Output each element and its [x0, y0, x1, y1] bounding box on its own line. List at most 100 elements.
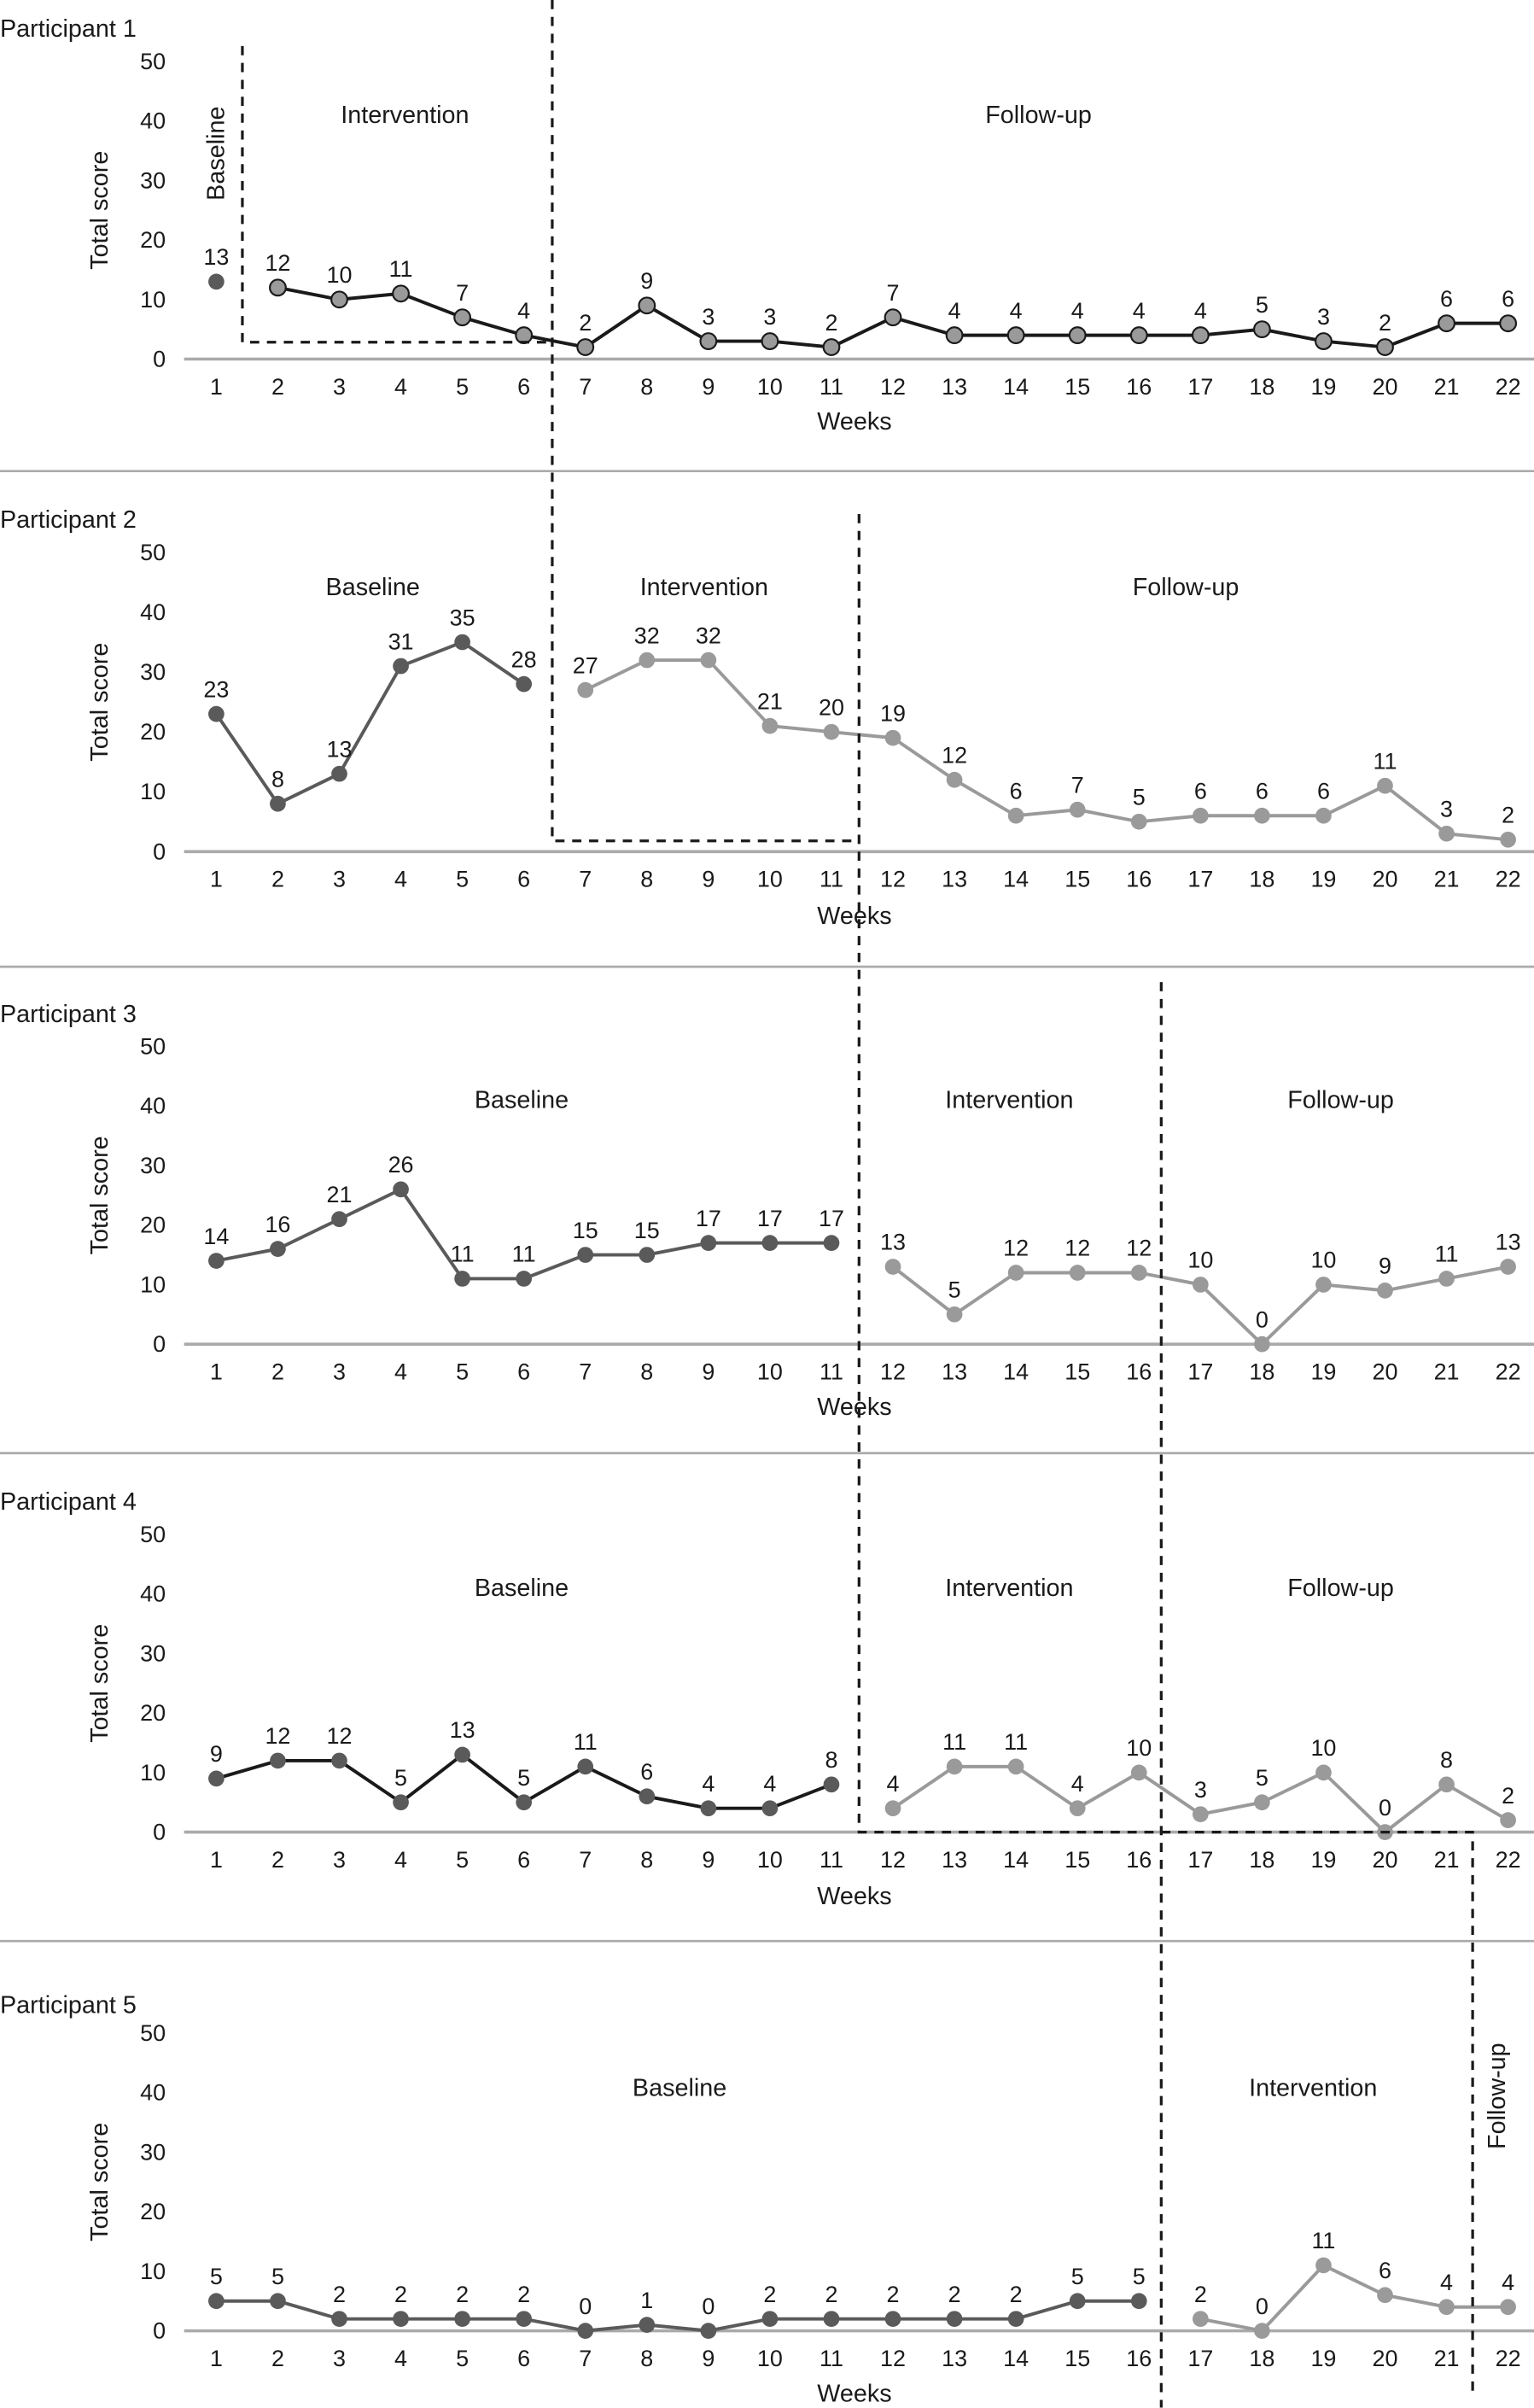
x-tick-label: 16 [1126, 2346, 1152, 2371]
y-axis-label: Total score [86, 643, 114, 762]
panel-title: Participant 4 [0, 1488, 137, 1516]
data-label: 11 [942, 1729, 966, 1755]
data-point [208, 273, 225, 290]
x-tick-label: 15 [1064, 374, 1090, 400]
x-tick-label: 5 [456, 1359, 469, 1384]
data-point [576, 338, 595, 356]
data-point [884, 1259, 901, 1275]
data-label: 6 [1502, 286, 1514, 312]
x-tick-label: 19 [1310, 1359, 1336, 1384]
y-tick-label: 0 [153, 1820, 166, 1845]
data-label: 6 [640, 1759, 653, 1785]
data-label: 13 [203, 244, 229, 270]
x-tick-label: 20 [1373, 1359, 1398, 1384]
phase-label: Follow-up [1287, 1575, 1394, 1602]
data-point [639, 1247, 656, 1263]
data-point [392, 284, 410, 303]
data-point [946, 1306, 963, 1323]
x-tick-label: 4 [394, 1359, 407, 1384]
data-label: 4 [763, 1771, 776, 1797]
x-tick-label: 22 [1496, 374, 1521, 400]
data-point [761, 1235, 779, 1251]
data-point [393, 1794, 409, 1811]
x-tick-label: 6 [517, 2346, 530, 2371]
y-tick-label: 10 [140, 287, 166, 313]
data-point [1376, 338, 1394, 356]
x-tick-label: 13 [942, 867, 967, 892]
data-label: 9 [640, 268, 653, 294]
data-label: 2 [825, 310, 837, 336]
data-point [761, 332, 779, 350]
data-label: 2 [333, 2282, 346, 2307]
data-label: 10 [1310, 1735, 1336, 1761]
data-label: 4 [1071, 1771, 1084, 1797]
data-label: 12 [265, 1723, 290, 1749]
data-point [1192, 807, 1209, 824]
data-point [1007, 1265, 1024, 1281]
data-point [454, 1271, 470, 1287]
x-tick-label: 15 [1064, 1359, 1090, 1384]
x-tick-label: 3 [333, 1847, 346, 1873]
data-point [270, 2293, 286, 2310]
x-tick-label: 2 [271, 374, 284, 400]
y-tick-label: 50 [140, 1522, 166, 1547]
x-tick-label: 7 [579, 374, 592, 400]
x-axis-label: Weeks [817, 2380, 891, 2407]
series-line [214, 640, 525, 806]
data-point [516, 1794, 533, 1811]
x-tick-label: 12 [880, 2346, 906, 2371]
y-tick-label: 50 [140, 540, 166, 565]
data-label: 32 [634, 622, 660, 648]
data-label: 13 [327, 736, 353, 762]
x-tick-label: 3 [333, 1359, 346, 1384]
data-point [1130, 1764, 1147, 1781]
data-point [884, 308, 902, 327]
data-point [331, 1752, 347, 1769]
data-label: 14 [203, 1224, 229, 1249]
x-tick-label: 5 [456, 2346, 469, 2371]
data-point [1315, 2257, 1332, 2274]
data-point [1252, 320, 1271, 339]
data-point [1192, 1806, 1209, 1823]
data-point [823, 2311, 840, 2328]
y-tick-label: 40 [140, 2080, 166, 2106]
x-tick-label: 22 [1496, 1359, 1521, 1384]
x-tick-label: 13 [942, 2346, 967, 2371]
x-tick-label: 7 [579, 2346, 592, 2371]
x-tick-label: 13 [942, 1359, 967, 1384]
data-label: 12 [265, 250, 290, 276]
phase-label: Baseline [202, 107, 230, 201]
data-label: 10 [327, 262, 353, 288]
data-point [393, 658, 409, 675]
data-point [453, 308, 472, 327]
x-tick-label: 20 [1373, 867, 1398, 892]
x-axis-label: Weeks [817, 1394, 891, 1421]
data-point [577, 1758, 594, 1775]
phase-label: Baseline [475, 1575, 569, 1602]
x-tick-label: 3 [333, 374, 346, 400]
y-tick-label: 30 [140, 1640, 166, 1666]
y-tick-label: 10 [140, 1760, 166, 1786]
data-label: 6 [1194, 779, 1207, 804]
x-tick-label: 16 [1126, 374, 1152, 400]
y-tick-label: 30 [140, 2139, 166, 2165]
series-line [584, 658, 1508, 842]
phase-label: Baseline [475, 1086, 569, 1113]
y-axis-label: Total score [86, 2123, 114, 2241]
data-label: 26 [388, 1152, 414, 1178]
data-label: 8 [1440, 1747, 1453, 1773]
data-point [1192, 2311, 1209, 2328]
data-point [1192, 1277, 1209, 1293]
data-label: 4 [948, 298, 961, 324]
data-label: 15 [573, 1218, 598, 1243]
data-point [1254, 2323, 1270, 2339]
x-tick-label: 7 [579, 1359, 592, 1384]
x-tick-label: 21 [1434, 374, 1460, 400]
data-label: 6 [1010, 779, 1023, 804]
data-point [700, 652, 717, 669]
x-tick-label: 4 [394, 867, 407, 892]
data-point [516, 675, 533, 693]
x-tick-label: 2 [271, 2346, 284, 2371]
x-tick-label: 3 [333, 867, 346, 892]
